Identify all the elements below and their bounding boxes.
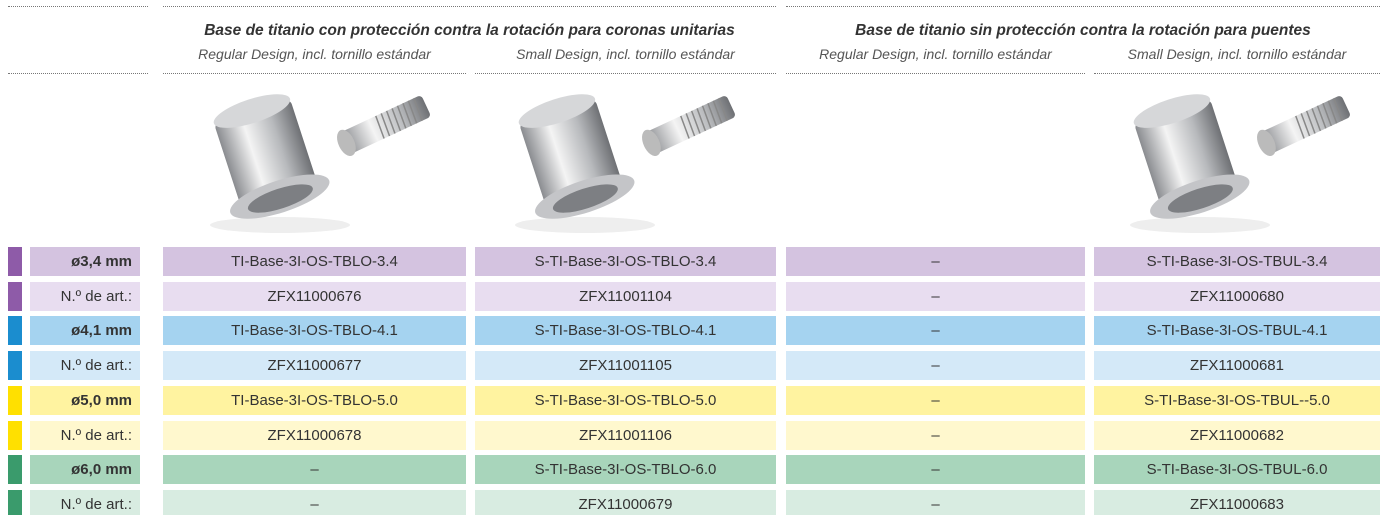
table-cell: TI-Base-3I-OS-TBLO-3.4: [163, 247, 466, 276]
table-cell: –: [786, 247, 1085, 276]
table-cell: S-TI-Base-3I-OS-TBLO-3.4: [475, 247, 776, 276]
table-cell: TI-Base-3I-OS-TBLO-5.0: [163, 385, 466, 415]
table-cell: ZFX11000678: [163, 420, 466, 450]
table-cell: ZFX11001104: [475, 281, 776, 311]
rule: [475, 73, 776, 74]
table-cell: S-TI-Base-3I-OS-TBLO-6.0: [475, 455, 776, 485]
row-marker: [8, 247, 22, 276]
row-label: N.º de art.:: [30, 351, 140, 381]
product-image: [515, 94, 735, 233]
product-image: [1130, 94, 1350, 233]
table-cell: –: [786, 489, 1085, 515]
column-subtitle: Small Design, incl. tornillo estándar: [516, 46, 735, 62]
table-cell: S-TI-Base-3I-OS-TBUL-6.0: [1094, 455, 1380, 485]
table-cell: –: [786, 385, 1085, 415]
table-cell: ZFX11001105: [475, 351, 776, 381]
rule: [8, 73, 148, 74]
table-cell: ZFX11000682: [1094, 420, 1380, 450]
column-subtitle: Regular Design, incl. tornillo estándar: [819, 46, 1052, 62]
rule: [786, 73, 1085, 74]
table-cell: S-TI-Base-3I-OS-TBUL--5.0: [1094, 385, 1380, 415]
rule: [8, 6, 148, 7]
table-cell: S-TI-Base-3I-OS-TBUL-3.4: [1094, 247, 1380, 276]
row-label: ø4,1 mm: [30, 316, 140, 346]
table-cell: ZFX11000681: [1094, 351, 1380, 381]
row-label: N.º de art.:: [30, 489, 140, 515]
row-marker: [8, 316, 22, 346]
table-cell: ZFX11000683: [1094, 489, 1380, 515]
group-title: Base de titanio con protección contra la…: [204, 22, 735, 39]
row-label: ø3,4 mm: [30, 247, 140, 276]
row-label: N.º de art.:: [30, 281, 140, 311]
table-cell: –: [786, 316, 1085, 346]
row-marker: [8, 385, 22, 415]
product-image: [210, 94, 430, 233]
rule: [1094, 73, 1380, 74]
table-cell: –: [786, 281, 1085, 311]
row-marker: [8, 489, 22, 515]
row-marker: [8, 281, 22, 311]
column-subtitle: Regular Design, incl. tornillo estándar: [198, 46, 431, 62]
rule: [163, 73, 466, 74]
row-label: ø5,0 mm: [30, 385, 140, 415]
table-cell: S-TI-Base-3I-OS-TBLO-5.0: [475, 385, 776, 415]
table-cell: S-TI-Base-3I-OS-TBUL-4.1: [1094, 316, 1380, 346]
table-cell: ZFX11000680: [1094, 281, 1380, 311]
row-label: N.º de art.:: [30, 420, 140, 450]
table-cell: ZFX11001106: [475, 420, 776, 450]
rule: [786, 6, 1380, 7]
table-cell: ZFX11000679: [475, 489, 776, 515]
table-cell: TI-Base-3I-OS-TBLO-4.1: [163, 316, 466, 346]
table-cell: –: [786, 351, 1085, 381]
rule: [163, 6, 776, 7]
table-cell: ZFX11000676: [163, 281, 466, 311]
row-label: ø6,0 mm: [30, 455, 140, 485]
table-cell: S-TI-Base-3I-OS-TBLO-4.1: [475, 316, 776, 346]
table-cell: –: [786, 455, 1085, 485]
table-cell: –: [786, 420, 1085, 450]
group-title: Base de titanio sin protección contra la…: [855, 22, 1311, 39]
table-cell: –: [163, 455, 466, 485]
column-subtitle: Small Design, incl. tornillo estándar: [1127, 46, 1347, 62]
table-cell: –: [163, 489, 466, 515]
table-cell: ZFX11000677: [163, 351, 466, 381]
row-marker: [8, 351, 22, 381]
row-marker: [8, 420, 22, 450]
row-marker: [8, 455, 22, 485]
